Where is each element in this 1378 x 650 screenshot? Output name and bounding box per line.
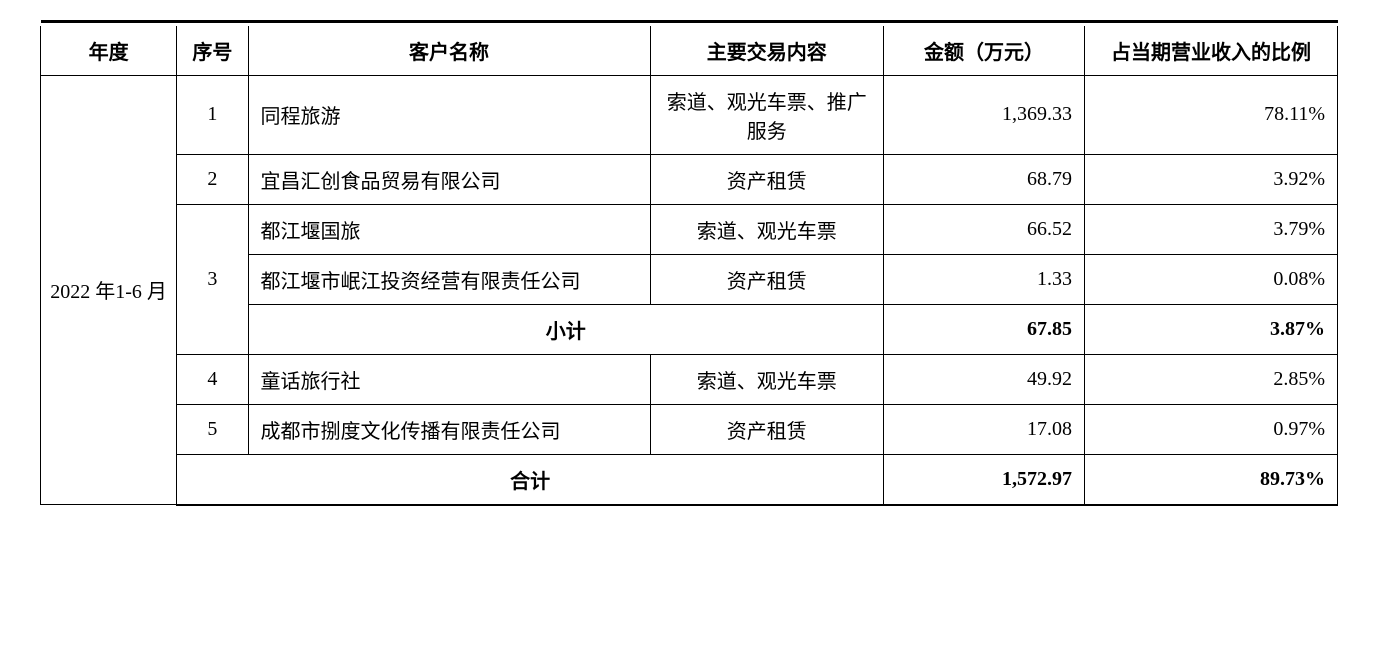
header-ratio: 占当期营业收入的比例 [1085, 26, 1338, 76]
cell-name: 同程旅游 [248, 75, 650, 154]
cell-amount: 68.79 [884, 154, 1085, 204]
cell-subtotal-ratio: 3.87% [1085, 304, 1338, 354]
cell-name: 童话旅行社 [248, 354, 650, 404]
cell-ratio: 0.08% [1085, 254, 1338, 304]
cell-year: 2022 年1-6 月 [41, 75, 177, 505]
cell-name: 宜昌汇创食品贸易有限公司 [248, 154, 650, 204]
cell-ratio: 0.97% [1085, 404, 1338, 454]
header-year: 年度 [41, 26, 177, 76]
cell-content: 资产租赁 [650, 154, 883, 204]
cell-ratio: 2.85% [1085, 354, 1338, 404]
customer-table: 年度 序号 客户名称 主要交易内容 金额（万元） 占当期营业收入的比例 2022… [40, 20, 1338, 506]
cell-num: 1 [177, 75, 248, 154]
cell-content: 索道、观光车票 [650, 204, 883, 254]
cell-content: 索道、观光车票、推广服务 [650, 75, 883, 154]
header-num: 序号 [177, 26, 248, 76]
cell-amount: 66.52 [884, 204, 1085, 254]
cell-subtotal-amount: 67.85 [884, 304, 1085, 354]
cell-num: 3 [177, 204, 248, 354]
cell-amount: 1,369.33 [884, 75, 1085, 154]
cell-amount: 17.08 [884, 404, 1085, 454]
total-row: 合计 1,572.97 89.73% [41, 454, 1338, 505]
cell-name: 都江堰市岷江投资经营有限责任公司 [248, 254, 650, 304]
cell-total-label: 合计 [177, 454, 884, 505]
cell-ratio: 3.92% [1085, 154, 1338, 204]
table-header-row: 年度 序号 客户名称 主要交易内容 金额（万元） 占当期营业收入的比例 [41, 26, 1338, 76]
cell-content: 资产租赁 [650, 404, 883, 454]
cell-subtotal-label: 小计 [248, 304, 884, 354]
cell-name: 都江堰国旅 [248, 204, 650, 254]
table-row: 3 都江堰国旅 索道、观光车票 66.52 3.79% [41, 204, 1338, 254]
cell-total-ratio: 89.73% [1085, 454, 1338, 505]
cell-num: 2 [177, 154, 248, 204]
cell-amount: 1.33 [884, 254, 1085, 304]
cell-ratio: 78.11% [1085, 75, 1338, 154]
table-row: 4 童话旅行社 索道、观光车票 49.92 2.85% [41, 354, 1338, 404]
table-row: 2 宜昌汇创食品贸易有限公司 资产租赁 68.79 3.92% [41, 154, 1338, 204]
header-name: 客户名称 [248, 26, 650, 76]
header-content: 主要交易内容 [650, 26, 883, 76]
table-row: 5 成都市捌度文化传播有限责任公司 资产租赁 17.08 0.97% [41, 404, 1338, 454]
cell-num: 5 [177, 404, 248, 454]
cell-total-amount: 1,572.97 [884, 454, 1085, 505]
header-amount: 金额（万元） [884, 26, 1085, 76]
table-row: 2022 年1-6 月 1 同程旅游 索道、观光车票、推广服务 1,369.33… [41, 75, 1338, 154]
cell-content: 索道、观光车票 [650, 354, 883, 404]
cell-ratio: 3.79% [1085, 204, 1338, 254]
cell-amount: 49.92 [884, 354, 1085, 404]
cell-name: 成都市捌度文化传播有限责任公司 [248, 404, 650, 454]
cell-content: 资产租赁 [650, 254, 883, 304]
cell-num: 4 [177, 354, 248, 404]
